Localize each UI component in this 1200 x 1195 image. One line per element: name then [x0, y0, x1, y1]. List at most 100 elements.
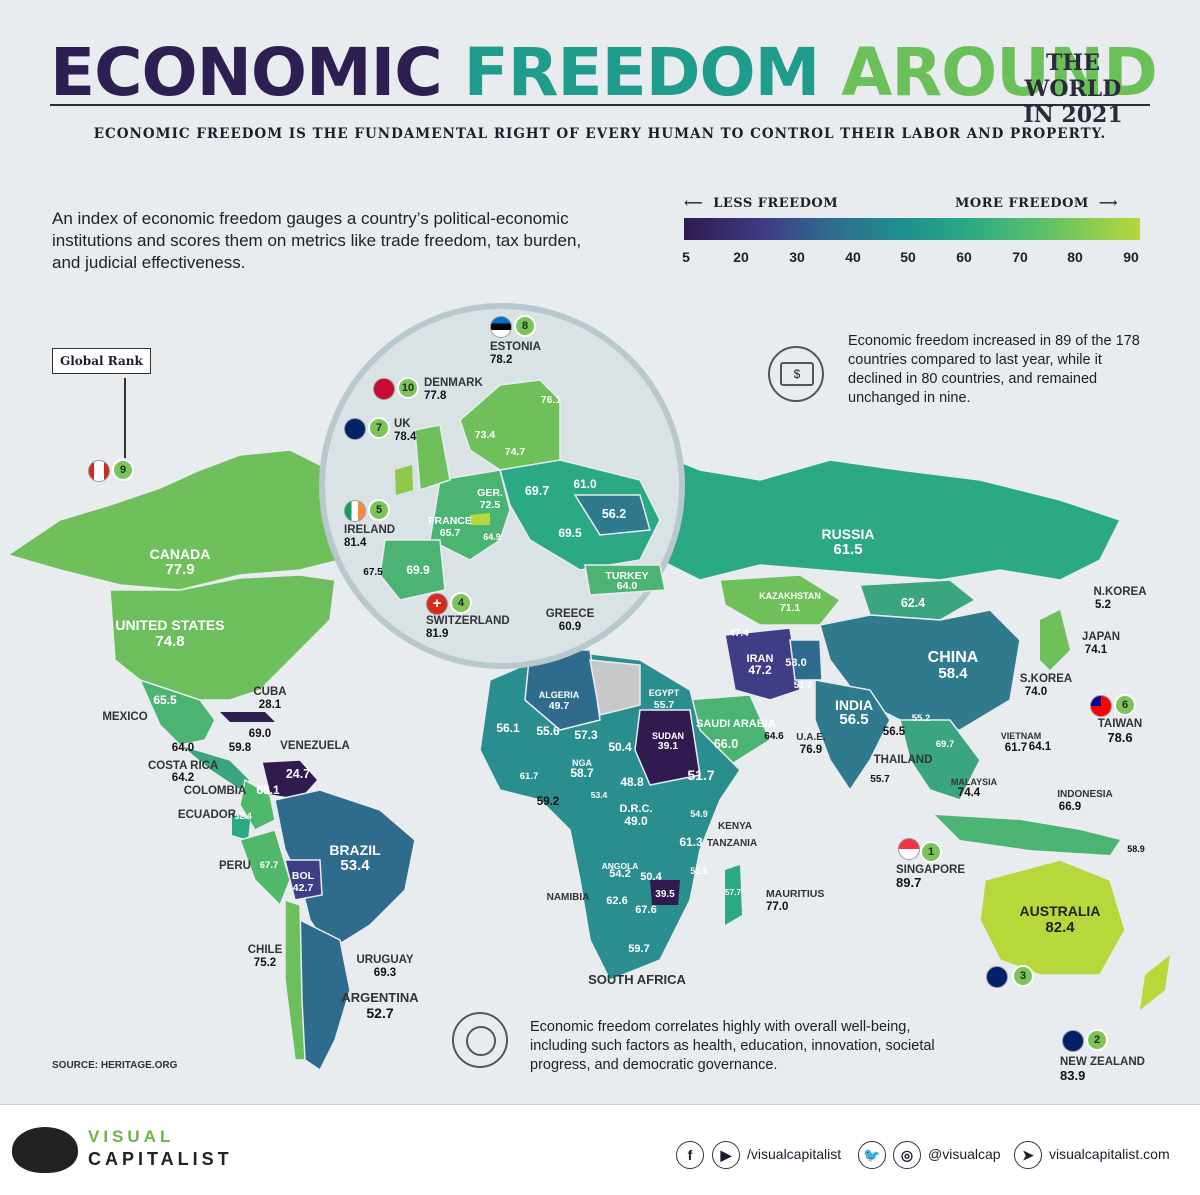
- new-zealand-rank: 2: [1086, 1029, 1108, 1051]
- taiwan-name: TAIWAN: [1097, 718, 1143, 730]
- legend-tick: 90: [1123, 249, 1139, 265]
- saudi-name: SAUDI ARABIA: [696, 718, 776, 730]
- nigeria-name: NGA: [572, 758, 592, 768]
- brand-line-2: CAPITALIST: [88, 1149, 233, 1169]
- s-korea-value: 74.0: [1024, 686, 1048, 698]
- costa-rica-name: COSTA RICA: [148, 760, 219, 772]
- sudan-shape: [634, 709, 701, 786]
- peru-name: PERU: [219, 860, 251, 872]
- denmark-value: 77.8: [424, 390, 447, 402]
- kazakhstan-name: KAZAKHSTAN: [759, 591, 821, 601]
- romania-value: 69.5: [558, 526, 582, 540]
- legend-more-text: MORE FREEDOM: [955, 196, 1089, 211]
- denmark-name: DENMARK: [424, 377, 483, 389]
- madagascar-shape: [725, 865, 742, 925]
- iberia-shape: [379, 539, 446, 601]
- russia-shape: [598, 428, 1122, 581]
- afghanistan-value: 53.0: [785, 657, 807, 669]
- uk-shape: [414, 424, 451, 492]
- uk-value: 78.4: [394, 431, 417, 443]
- ireland-value: 81.4: [344, 537, 367, 549]
- handle-twitter-instagram[interactable]: @visualcap: [928, 1146, 1001, 1162]
- uae-name: U.A.E.: [796, 732, 826, 743]
- new-zealand-name: NEW ZEALAND: [1060, 1056, 1145, 1068]
- denmark-rank: 10: [397, 377, 419, 399]
- estonia-name: ESTONIA: [490, 341, 541, 353]
- turkey-name: TURKEY: [605, 570, 649, 582]
- website-url[interactable]: visualcapitalist.com: [1049, 1146, 1170, 1162]
- chile-name: CHILE: [247, 944, 283, 956]
- youtube-icon[interactable]: ▶: [712, 1141, 740, 1169]
- bolivia-shape: [284, 859, 323, 901]
- facebook-icon[interactable]: f: [676, 1141, 704, 1169]
- legend-color-bar: [684, 218, 1140, 240]
- argentina-value: 52.7: [366, 1005, 394, 1021]
- brazil-name: BRAZIL: [329, 842, 381, 858]
- cuba-value: 28.1: [258, 699, 282, 711]
- sudan-value: 39.1: [657, 740, 679, 752]
- stat-top-text: Economic freedom increased in 89 of the …: [848, 333, 1140, 406]
- legend-tick: 60: [956, 249, 972, 265]
- china-name: CHINA: [927, 649, 979, 666]
- colombia-value: 68.1: [256, 783, 280, 797]
- canada-flag-icon: [88, 460, 110, 482]
- intro-text: An index of economic freedom gauges a co…: [52, 209, 582, 272]
- legend-tick: 30: [789, 249, 805, 265]
- cursor-icon[interactable]: ➤: [1014, 1141, 1042, 1169]
- ghana-value: 61.7: [519, 771, 539, 782]
- india-name: INDIA: [834, 697, 874, 713]
- mongolia-shape: [858, 579, 977, 621]
- egypt-name: EGYPT: [648, 688, 680, 698]
- honduras-value: 59.8: [228, 742, 252, 754]
- drc-value: 49.0: [624, 814, 648, 828]
- car-value: 48.8: [620, 775, 644, 789]
- gabon-value: 53.4: [590, 790, 608, 800]
- venezuela-name: VENEZUELA: [280, 740, 350, 752]
- twitter-icon[interactable]: 🐦: [858, 1141, 886, 1169]
- sri-lanka-value: 55.7: [870, 774, 890, 785]
- singapore-rank: 1: [920, 841, 942, 863]
- norway-value: 73.4: [474, 429, 496, 441]
- instagram-icon[interactable]: ◎: [893, 1141, 921, 1169]
- uae-value: 76.9: [799, 744, 823, 756]
- australia-flag-icon: [986, 966, 1008, 988]
- uk-name: UK: [394, 418, 411, 430]
- egypt-value: 55.7: [653, 699, 675, 711]
- france-name: FRANCE: [428, 515, 472, 527]
- sudan-name: SUDAN: [651, 731, 684, 741]
- mexico-value: 65.5: [153, 693, 177, 707]
- haiti-value: 69.0: [248, 728, 272, 740]
- stat-bottom-text: Economic freedom correlates highly with …: [530, 1019, 935, 1073]
- chad-value: 50.4: [608, 740, 632, 754]
- visual-capitalist-logo-icon: [12, 1127, 78, 1173]
- year-label-line-2: IN 2021: [1023, 102, 1123, 128]
- algeria-name: ALGERIA: [538, 690, 580, 700]
- tanzania-value: 61.3: [679, 835, 703, 849]
- legend-tick: 5: [682, 249, 690, 265]
- turkey-shape: [584, 564, 666, 596]
- tagline: ECONOMIC FREEDOM IS THE FUNDAMENTAL RIGH…: [93, 126, 1107, 142]
- india-value: 56.5: [839, 711, 869, 728]
- kenya-value: 54.9: [690, 809, 708, 819]
- mauritius-name: MAURITIUS: [766, 888, 825, 900]
- oman-value: 64.6: [764, 731, 784, 742]
- mauritania-value: 56.1: [496, 721, 520, 735]
- zambia-value: 50.4: [640, 871, 662, 883]
- liberia-value: 59.2: [536, 796, 560, 808]
- belarus-value: 61.0: [573, 477, 597, 491]
- n-korea-name: N.KOREA: [1093, 586, 1147, 598]
- germany-name: GER.: [477, 487, 503, 499]
- taiwan-value: 78.6: [1107, 730, 1133, 745]
- canada-rank: 9: [112, 459, 134, 481]
- bolivia-value: 42.7: [292, 882, 314, 894]
- footer: VISUAL CAPITALIST f ▶ /visualcapitalist …: [0, 1104, 1200, 1195]
- ethiopia-value: 51.7: [687, 767, 715, 783]
- handle-youtube-facebook[interactable]: /visualcapitalist: [747, 1146, 842, 1162]
- legend-less-text: LESS FREEDOM: [713, 196, 839, 211]
- cuba-shape: [220, 712, 275, 722]
- germany-value: 72.5: [479, 499, 501, 511]
- uruguay-value: 69.3: [373, 967, 397, 979]
- money-icon: $: [768, 346, 824, 402]
- singapore-flag-icon: [898, 838, 920, 860]
- myanmar-value: 55.2: [911, 713, 931, 724]
